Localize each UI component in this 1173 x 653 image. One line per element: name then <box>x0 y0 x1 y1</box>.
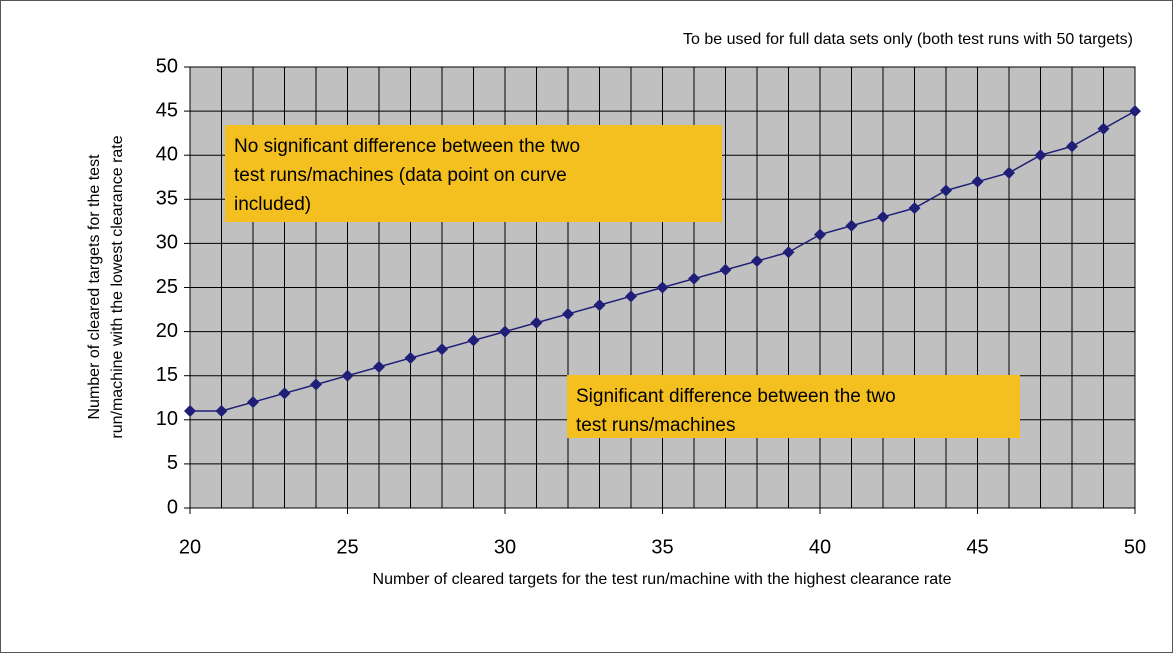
data-point <box>908 202 921 215</box>
data-point <box>782 246 795 259</box>
data-point <box>436 343 448 356</box>
data-point <box>625 290 637 303</box>
data-point <box>877 210 889 223</box>
data-point <box>1034 149 1047 162</box>
data-point <box>940 184 952 197</box>
data-point <box>404 352 417 365</box>
y-tick-label: 15 <box>156 364 178 386</box>
data-point <box>341 369 354 382</box>
data-point <box>467 334 480 347</box>
data-point <box>1066 140 1078 153</box>
x-tick-label: 35 <box>651 536 673 558</box>
data-point <box>499 325 511 338</box>
y-tick-label: 35 <box>156 188 178 210</box>
data-point <box>1097 122 1110 135</box>
x-tick-label: 30 <box>494 536 516 558</box>
x-tick-label: 45 <box>966 536 988 558</box>
y-tick-label: 20 <box>156 320 178 342</box>
y-tick-label: 30 <box>156 232 178 254</box>
annotation-text: included) <box>234 194 311 215</box>
data-point <box>688 272 700 285</box>
plot-border <box>189 66 1136 509</box>
x-tick-label: 40 <box>809 536 831 558</box>
y-tick-label: 0 <box>167 496 178 518</box>
data-point <box>751 255 763 268</box>
annotation-text: test runs/machines <box>576 415 735 436</box>
data-point <box>247 396 259 409</box>
data-point <box>215 404 228 417</box>
annotation-text: No significant difference between the tw… <box>234 136 580 157</box>
y-tick-label: 45 <box>156 99 178 121</box>
data-point <box>593 299 606 312</box>
annotation-box <box>567 375 1020 438</box>
y-tick-label: 40 <box>156 143 178 165</box>
data-point <box>656 281 669 294</box>
data-point <box>278 387 291 400</box>
data-point <box>1129 105 1141 118</box>
y-axis-label: Number of cleared targets for the test <box>86 154 103 420</box>
data-point <box>971 175 984 188</box>
data-point <box>373 360 385 373</box>
data-point <box>719 263 732 276</box>
data-point <box>845 219 858 232</box>
data-point <box>184 404 196 417</box>
y-tick-label: 50 <box>156 55 178 77</box>
y-axis-label: run/machine with the lowest clearance ra… <box>109 135 126 438</box>
chart-title: To be used for full data sets only (both… <box>683 31 1133 48</box>
x-tick-label: 25 <box>336 536 358 558</box>
data-point <box>562 307 574 320</box>
data-point <box>1003 166 1015 179</box>
annotation-box <box>225 125 722 222</box>
data-point <box>310 378 322 391</box>
annotation-text: Significant difference between the two <box>576 386 896 407</box>
x-tick-label: 20 <box>179 536 201 558</box>
data-point <box>530 316 543 329</box>
y-tick-label: 10 <box>156 408 178 430</box>
data-point <box>814 228 826 241</box>
y-tick-label: 5 <box>167 452 178 474</box>
x-tick-label: 50 <box>1124 536 1146 558</box>
annotation-text: test runs/machines (data point on curve <box>234 165 567 186</box>
y-tick-label: 25 <box>156 276 178 298</box>
x-axis-label: Number of cleared targets for the test r… <box>373 571 952 588</box>
